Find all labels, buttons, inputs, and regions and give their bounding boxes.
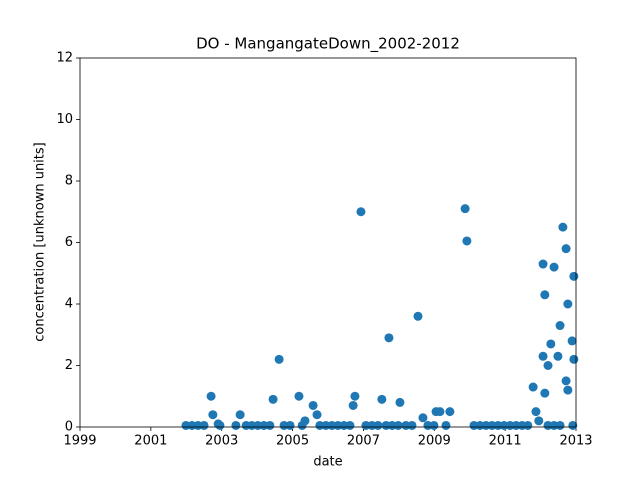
plot-frame <box>79 57 577 428</box>
point <box>569 271 579 281</box>
point <box>294 391 304 401</box>
point <box>312 410 322 420</box>
point <box>561 376 571 386</box>
point <box>274 354 284 364</box>
point <box>555 420 565 430</box>
point <box>373 420 383 430</box>
point <box>285 420 295 430</box>
point <box>538 259 548 269</box>
point <box>555 321 565 331</box>
point <box>546 339 556 349</box>
point <box>561 244 571 254</box>
point <box>540 290 550 300</box>
point <box>377 394 387 404</box>
x-tick-label: 2001 <box>134 434 167 449</box>
point <box>384 333 394 343</box>
point <box>540 388 550 398</box>
point <box>462 236 472 246</box>
point <box>549 262 559 272</box>
point <box>563 385 573 395</box>
point <box>206 391 216 401</box>
point <box>215 420 225 430</box>
point <box>407 420 417 430</box>
point <box>534 416 544 426</box>
y-axis-label: concentration [unknown units] <box>33 142 48 341</box>
y-tick-label: 12 <box>56 51 73 66</box>
x-tick-label: 1999 <box>63 434 96 449</box>
y-tick-label: 6 <box>65 235 73 250</box>
point <box>199 420 209 430</box>
y-tick-label: 2 <box>65 358 73 373</box>
point <box>413 311 423 321</box>
point <box>528 382 538 392</box>
point <box>553 351 563 361</box>
chart-title: DO - MangangateDown_2002-2012 <box>196 35 460 54</box>
point <box>558 222 568 232</box>
point <box>429 420 439 430</box>
x-tick-label: 2009 <box>418 434 451 449</box>
point <box>235 410 245 420</box>
point <box>418 413 428 423</box>
point <box>543 361 553 370</box>
y-tick-label: 4 <box>65 297 73 312</box>
point <box>208 410 218 420</box>
point <box>568 420 578 430</box>
point <box>297 420 307 430</box>
point <box>523 420 533 430</box>
point <box>460 204 470 214</box>
point <box>395 397 405 407</box>
x-tick-label: 2007 <box>347 434 380 449</box>
point <box>393 420 403 430</box>
point <box>231 420 241 430</box>
point <box>268 394 278 404</box>
x-tick-label: 2013 <box>559 434 592 449</box>
point <box>569 354 579 364</box>
point <box>563 299 573 309</box>
point <box>435 407 445 417</box>
x-tick-label: 2005 <box>276 434 309 449</box>
point <box>445 407 455 417</box>
point <box>356 207 366 217</box>
point <box>441 420 451 430</box>
point <box>308 400 318 410</box>
x-tick-label: 2003 <box>205 434 238 449</box>
point <box>345 420 355 430</box>
point <box>567 336 577 346</box>
point <box>265 420 275 430</box>
y-tick-label: 0 <box>65 420 73 435</box>
x-tick-label: 2011 <box>489 434 522 449</box>
point <box>531 407 541 417</box>
point <box>350 391 360 401</box>
y-tick-label: 8 <box>65 174 73 189</box>
x-axis-label: date <box>313 455 342 470</box>
point <box>538 351 548 361</box>
y-tick-label: 10 <box>56 112 73 127</box>
point <box>348 400 358 410</box>
